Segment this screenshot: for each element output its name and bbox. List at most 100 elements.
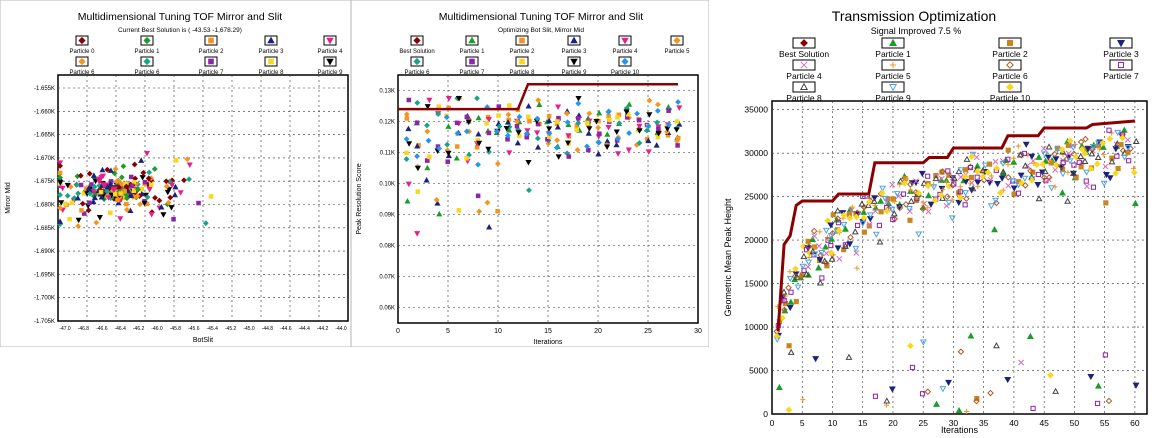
legend-label: Particle 6 (992, 71, 1028, 81)
x-axis-label: BotSlit (193, 337, 213, 344)
data-point (534, 115, 541, 122)
data-point (773, 332, 781, 340)
legend-label: Particle 7 (459, 70, 485, 76)
data-point (148, 212, 155, 218)
data-point (123, 191, 130, 198)
data-point (196, 200, 201, 206)
data-point (865, 198, 873, 206)
data-point (1048, 160, 1054, 166)
data-point-stroke (895, 193, 902, 200)
data-point (822, 227, 830, 235)
data-point (607, 117, 612, 123)
data-point (57, 205, 63, 211)
data-point (1022, 182, 1029, 189)
legend-swatch-frame (998, 59, 1022, 71)
x-tick-label: -45.2 (225, 326, 237, 332)
data-point (992, 197, 1000, 204)
data-point (108, 210, 113, 216)
data-point (1099, 139, 1107, 147)
data-point-stroke (1005, 182, 1012, 189)
data-point (104, 188, 110, 195)
data-point (1131, 199, 1139, 207)
data-point (872, 208, 879, 215)
data-point (1047, 371, 1054, 379)
data-point (1118, 142, 1124, 148)
data-point (626, 130, 632, 136)
data-point (849, 204, 855, 210)
data-point (846, 241, 854, 248)
data-point (830, 212, 836, 218)
data-point (1028, 177, 1036, 184)
y-tick-label: -1.685K (34, 226, 55, 232)
x-tick-label: -45.6 (188, 326, 200, 332)
data-point (1071, 162, 1077, 168)
data-point (921, 200, 928, 207)
data-point (425, 137, 432, 144)
data-point-stroke (1124, 136, 1131, 143)
x-tick-label: 0 (770, 418, 775, 428)
data-point-stroke (1030, 157, 1037, 164)
data-point (811, 245, 817, 251)
data-point (464, 114, 470, 120)
data-point (616, 120, 623, 127)
data-point (775, 383, 783, 391)
data-point (1112, 170, 1119, 177)
data-point (955, 199, 963, 207)
data-point (171, 191, 178, 198)
data-point (424, 128, 431, 135)
data-point (888, 206, 896, 213)
data-point (546, 113, 552, 119)
data-point (158, 203, 165, 210)
data-point (1108, 158, 1116, 165)
legend-swatch (515, 35, 529, 46)
data-point-stroke (872, 208, 879, 215)
data-point (169, 182, 176, 189)
data-point (1126, 158, 1132, 164)
legend-swatch (410, 56, 424, 67)
data-point-stroke (816, 243, 822, 250)
data-point (949, 197, 955, 203)
chart-subtitle: Signal Improved 7.5 % (871, 26, 962, 36)
data-point (613, 141, 620, 148)
data-point (99, 166, 106, 173)
data-point (554, 137, 561, 144)
data-point (666, 108, 671, 113)
data-point (1004, 376, 1012, 384)
x-tick-label: 10 (494, 328, 502, 335)
y-tick-label: -1.690K (34, 249, 55, 255)
data-point (939, 168, 946, 175)
data-point (554, 124, 561, 130)
data-point (956, 194, 964, 202)
data-point (1041, 167, 1049, 175)
data-point (118, 191, 123, 196)
data-point (575, 100, 582, 107)
data-point (605, 125, 612, 131)
data-point (445, 152, 452, 159)
data-point (454, 120, 460, 126)
data-point (166, 187, 173, 193)
data-point (112, 166, 119, 172)
data-point (596, 139, 602, 146)
data-point (1109, 130, 1115, 136)
y-tick-label: 30000 (744, 148, 768, 158)
data-point (1044, 154, 1052, 161)
data-point (140, 169, 147, 176)
y-axis-label: Mirror Mid (5, 182, 12, 214)
data-point (781, 298, 787, 304)
data-point (593, 119, 600, 125)
data-point (110, 187, 117, 193)
data-point (57, 218, 64, 224)
data-point (924, 182, 932, 190)
data-point (107, 180, 114, 187)
data-point (957, 189, 963, 195)
data-point (553, 144, 560, 151)
data-point (812, 356, 820, 363)
data-point (1065, 150, 1072, 157)
data-point (1022, 141, 1030, 148)
data-point (979, 167, 987, 174)
chart-title: Transmission Optimization (832, 8, 996, 24)
data-point-stroke (853, 249, 860, 256)
data-point (75, 217, 82, 224)
data-point (980, 176, 988, 184)
data-point (654, 119, 661, 126)
